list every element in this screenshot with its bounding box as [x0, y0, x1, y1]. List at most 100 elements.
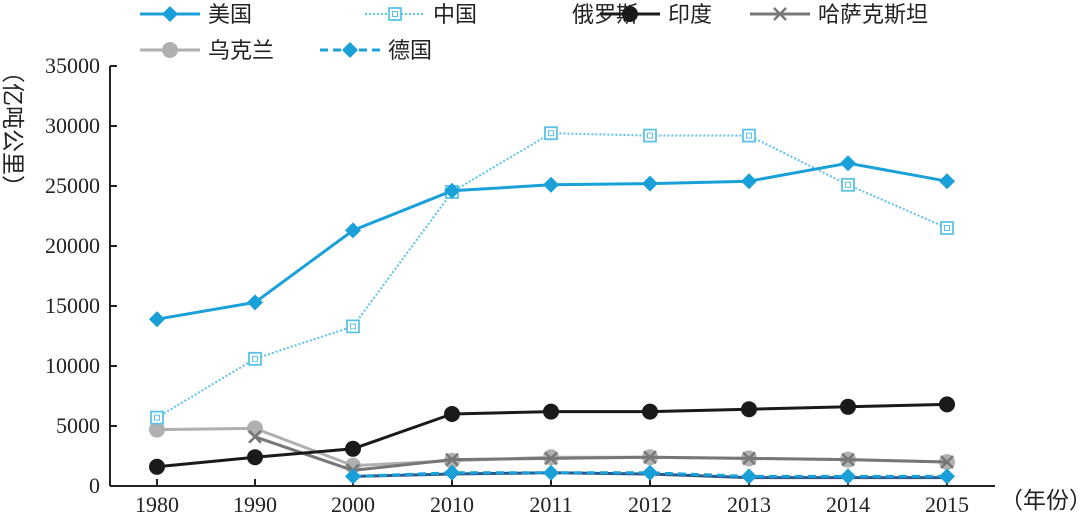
- y-tick-label: 30000: [45, 113, 100, 138]
- data-point: [939, 396, 955, 413]
- data-point-inner: [647, 132, 653, 139]
- series-1: [149, 155, 955, 328]
- legend-marker-inner: [392, 11, 398, 17]
- x-tick-label: 2013: [727, 492, 771, 517]
- data-point: [643, 450, 657, 465]
- x-tick-label: 2014: [826, 492, 870, 517]
- data-point: [840, 398, 856, 415]
- data-point: [544, 126, 558, 141]
- data-point: [150, 410, 164, 425]
- data-point: [841, 177, 855, 192]
- data-point: [939, 468, 955, 485]
- legend-item: 印度: [600, 3, 712, 28]
- legend-item: 美国: [140, 3, 252, 28]
- data-point: [345, 440, 361, 457]
- x-tick-label: 1980: [135, 492, 179, 517]
- data-point: [741, 173, 757, 190]
- data-point: [248, 429, 262, 444]
- series-layer: [149, 126, 955, 485]
- series-line: [156, 132, 948, 419]
- legend-label: 德国: [388, 39, 432, 64]
- data-point: [149, 458, 165, 475]
- legend-marker: [162, 6, 178, 22]
- y-tick-label: 35000: [45, 53, 100, 78]
- data-point: [543, 403, 559, 420]
- data-point: [742, 451, 756, 466]
- legend-marker: [162, 42, 178, 58]
- data-point: [741, 401, 757, 418]
- data-point: [444, 406, 460, 422]
- data-point: [444, 464, 460, 481]
- data-point: [247, 420, 263, 437]
- legend-marker: [388, 7, 402, 21]
- y-tick-label: 10000: [45, 353, 100, 378]
- legend-item: 哈萨克斯坦: [750, 3, 928, 28]
- data-point: [345, 222, 361, 239]
- data-point: [643, 128, 657, 143]
- series-6: [149, 420, 955, 474]
- y-tick-label: 5000: [56, 413, 100, 438]
- data-point: [642, 175, 658, 192]
- y-axis-title: （亿吨公里）: [0, 60, 25, 198]
- data-point: [248, 351, 262, 366]
- data-point-inner: [252, 355, 258, 362]
- data-point: [445, 452, 459, 467]
- data-point: [346, 319, 360, 334]
- data-point: [543, 464, 559, 481]
- series-4: [149, 396, 955, 475]
- legend-marker: [622, 6, 638, 22]
- x-tick-label: 2012: [628, 492, 672, 517]
- legend-marker: [773, 7, 787, 21]
- x-tick-label: 1990: [233, 492, 277, 517]
- data-point-inner: [548, 130, 554, 137]
- data-point: [544, 451, 558, 466]
- data-point: [742, 128, 756, 143]
- data-point: [840, 155, 856, 172]
- data-point-inner: [350, 323, 356, 330]
- series-2: [150, 126, 954, 425]
- x-tick-label: 2011: [529, 492, 572, 517]
- data-point-inner: [154, 414, 160, 421]
- data-point: [939, 173, 955, 190]
- data-point: [741, 468, 757, 485]
- data-point: [247, 449, 263, 466]
- legend-label: 哈萨克斯坦: [818, 3, 928, 28]
- data-point: [149, 311, 165, 328]
- data-point-inner: [845, 181, 851, 188]
- legend-label: 印度: [668, 3, 712, 28]
- legend-label: 乌克兰: [208, 39, 274, 64]
- data-point: [444, 182, 460, 199]
- data-point: [841, 452, 855, 467]
- legend-label: 中国: [433, 3, 477, 28]
- series-7: [345, 464, 955, 485]
- data-point: [345, 468, 361, 485]
- y-tick-label: 20000: [45, 233, 100, 258]
- data-point: [149, 421, 165, 438]
- y-tick-label: 0: [89, 473, 100, 498]
- y-ticks: 0 5000 10000 15000 20000 25000 30000 35000: [45, 53, 117, 498]
- y-tick-label: 25000: [45, 173, 100, 198]
- x-axis-title: （年份）: [1000, 488, 1080, 514]
- x-tick-label: 2000: [331, 492, 375, 517]
- legend-item: 乌克兰: [140, 39, 274, 64]
- x-tick-label: 2015: [925, 492, 969, 517]
- x-tick-label: 2010: [430, 492, 474, 517]
- series-line: [254, 435, 948, 472]
- data-point-inner: [944, 225, 950, 231]
- legend-marker: [342, 42, 358, 58]
- data-point: [940, 221, 954, 235]
- data-point-inner: [746, 132, 752, 139]
- data-point: [642, 464, 658, 481]
- y-tick-label: 15000: [45, 293, 100, 318]
- data-point: [642, 403, 658, 420]
- x-ticks: 1980 1990 2000 2010 2011 2012 2013 2014 2015: [135, 479, 969, 517]
- legend-item: 德国: [320, 39, 432, 64]
- data-point: [543, 176, 559, 193]
- data-point: [247, 294, 263, 311]
- legend-label: 美国: [208, 3, 252, 28]
- legend-item: 中国: [365, 3, 477, 28]
- data-point: [940, 455, 954, 469]
- data-point: [840, 468, 856, 485]
